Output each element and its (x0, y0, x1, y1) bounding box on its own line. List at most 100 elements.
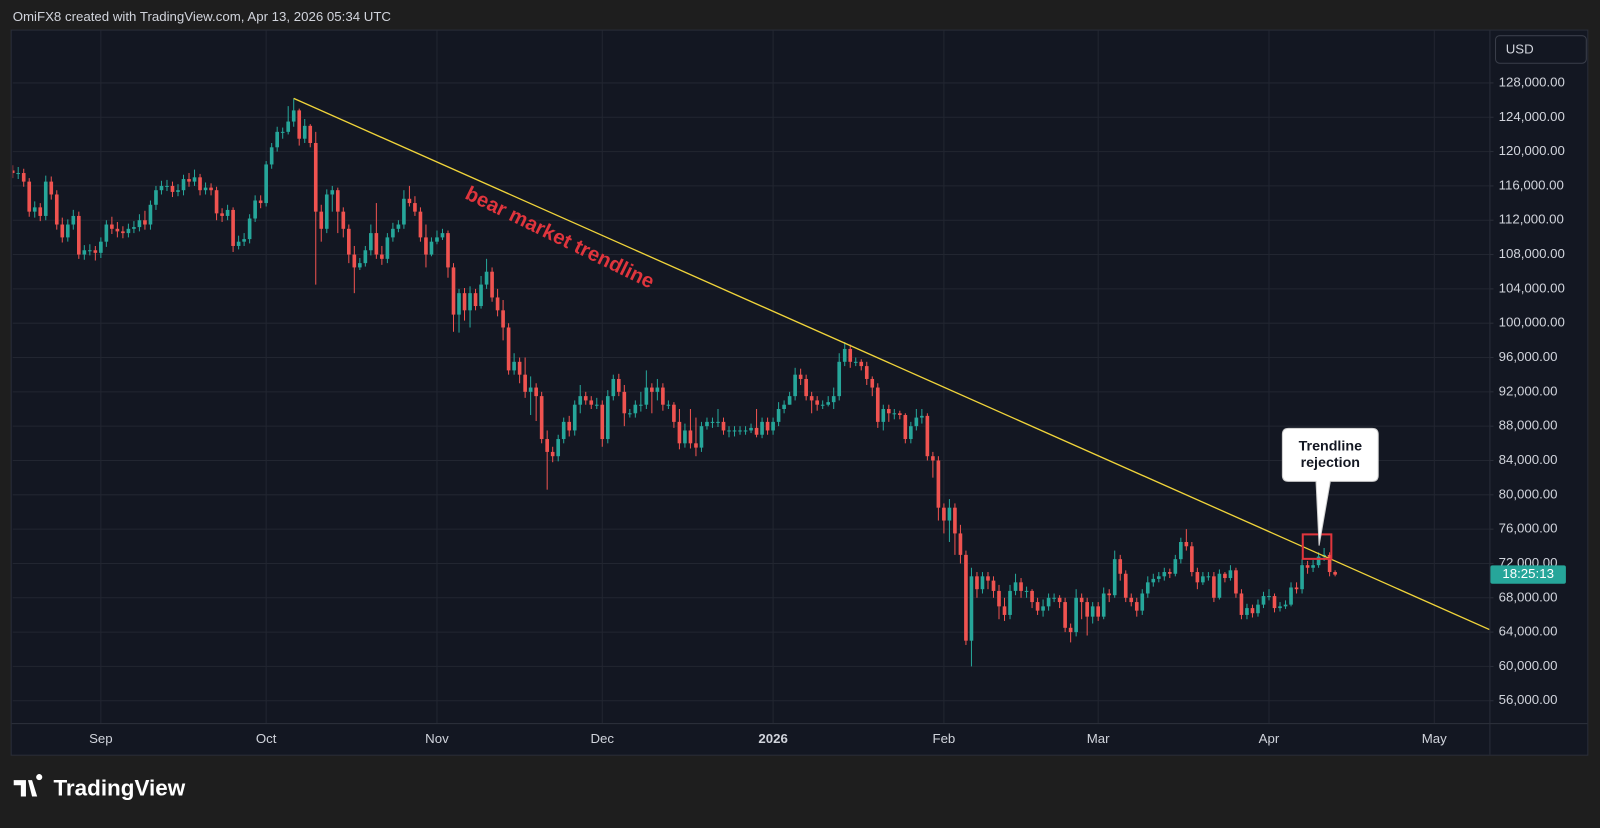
y-tick-label: 128,000.00 (1499, 74, 1565, 89)
candle-body (754, 427, 759, 435)
candle-body (1201, 576, 1205, 583)
x-tick-label: Nov (425, 731, 449, 746)
candle-body (468, 293, 472, 311)
candle-body (1316, 556, 1321, 566)
candle-body (269, 147, 274, 165)
candle-body (991, 580, 996, 591)
candle-body (1096, 606, 1101, 617)
chart-panel (10, 29, 1589, 756)
candle-body (677, 421, 682, 444)
candle-body (639, 404, 643, 406)
y-tick-label: 56,000.00 (1499, 692, 1558, 707)
candle-body (258, 200, 263, 204)
candle-body (21, 173, 26, 182)
candle-body (413, 203, 417, 212)
candle-body (710, 421, 715, 423)
candle-body (1090, 606, 1095, 617)
candle-body (214, 190, 219, 214)
candle-body (909, 426, 913, 440)
candle-body (975, 576, 979, 590)
candle-body (578, 396, 583, 405)
candle-body (1223, 573, 1227, 579)
candle-body (324, 194, 329, 229)
candle-body (435, 237, 439, 242)
candle-body (148, 204, 153, 225)
candle-body (313, 143, 318, 212)
y-tick-label: 104,000.00 (1499, 280, 1565, 295)
candle-body (115, 228, 120, 232)
candle-body (1079, 597, 1084, 603)
candle-body (1206, 576, 1211, 578)
candle-body (479, 284, 483, 307)
candle-body (699, 426, 704, 448)
candle-body (920, 415, 924, 418)
candle-body (1156, 576, 1161, 579)
candle-body (154, 190, 158, 205)
candle-body (1184, 542, 1189, 547)
candle-body (236, 241, 241, 246)
candle-body (666, 404, 671, 406)
candle-body (616, 378, 621, 392)
currency-button[interactable] (1495, 35, 1587, 64)
candle-body (776, 409, 781, 422)
candle-body (1300, 565, 1304, 590)
candle-body (1123, 573, 1128, 598)
candle-body (88, 250, 92, 252)
candle-body (556, 439, 561, 457)
candle-body (864, 366, 869, 379)
candle-body (842, 348, 847, 362)
candle-body (633, 404, 638, 414)
candle-body (650, 387, 654, 392)
candle-body (1250, 608, 1255, 614)
candle-body (369, 233, 373, 251)
candle-body (341, 211, 346, 229)
candle-body (539, 396, 544, 440)
candle-body (110, 224, 114, 229)
candle-body (760, 421, 764, 435)
candle-body (391, 228, 395, 238)
candle-body (220, 213, 224, 216)
y-tick-label: 76,000.00 (1499, 521, 1558, 536)
candle-body (947, 507, 952, 521)
currency[interactable]: USD (1506, 41, 1534, 56)
x-tick-label: Mar (1087, 731, 1110, 746)
y-tick-label: 120,000.00 (1499, 143, 1565, 158)
candle-body (886, 409, 891, 414)
candle-body (457, 293, 461, 315)
candle-body (925, 415, 930, 457)
candle-body (655, 387, 660, 392)
candle-body (1162, 572, 1167, 577)
logo: TradingView (13, 774, 186, 800)
callout (1281, 427, 1379, 546)
candle-body (716, 421, 720, 423)
candle-body (126, 228, 131, 234)
y-tick-label: 88,000.00 (1499, 418, 1558, 433)
candle-body (942, 507, 946, 521)
candle-body (54, 194, 59, 225)
candle-body (363, 250, 368, 264)
candle-body (490, 271, 494, 298)
candle-body (1179, 542, 1183, 560)
candle-body (1195, 572, 1200, 583)
candle-body (1151, 578, 1156, 583)
candle-body (931, 456, 935, 461)
candle-body (1134, 602, 1139, 611)
y-tick-label: 68,000.00 (1499, 589, 1558, 604)
candle-body (798, 374, 803, 379)
candle-body (622, 391, 627, 414)
candle-body (815, 400, 819, 405)
candle-body (1024, 590, 1029, 592)
candle-body (898, 413, 902, 416)
candle-body (771, 421, 775, 431)
y-tick-label: 100,000.00 (1499, 315, 1565, 330)
candle-body (76, 215, 81, 255)
y-tick-label: 112,000.00 (1499, 212, 1564, 227)
candle-body (176, 190, 180, 192)
candle-body (49, 181, 54, 195)
candle-body (1057, 597, 1062, 603)
candle-body (32, 207, 37, 212)
candle-body (721, 421, 726, 431)
candle-body (1107, 593, 1112, 596)
candle-body (528, 387, 533, 392)
candle-body (732, 430, 737, 432)
